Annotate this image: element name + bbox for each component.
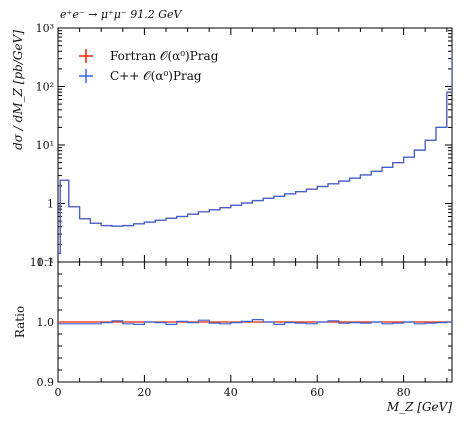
main-x-ticks [57,28,448,262]
legend-cpp-label: C++ 𝒪(α⁰)Prag [110,69,202,83]
ratio-x-tick-label: 40 [224,386,238,399]
ratio-y-tick-label: 1.0 [37,316,55,329]
ratio-y-ticks: 0.9 1.0 1.1 [37,256,452,389]
legend: Fortran 𝒪(α⁰)Prag C++ 𝒪(α⁰)Prag [79,49,219,83]
chart-title: e⁺e⁻ → μ⁺μ⁻ 91.2 GeV [60,8,183,21]
ratio-x-tick-label: 60 [310,386,324,399]
ratio-x-ticks: 0 20 40 60 80 [55,262,448,399]
ratio-x-tick-label: 20 [137,386,151,399]
main-y-tick-label: 10³ [36,22,54,35]
legend-fortran-label: Fortran 𝒪(α⁰)Prag [110,49,219,63]
x-axis-label: M_Z [GeV] [386,400,452,414]
legend-item-fortran: Fortran 𝒪(α⁰)Prag [79,49,219,63]
ratio-x-tick-label: 0 [55,386,62,399]
main-y-ticks: 10⁻¹ 1 10¹ 10² 10³ [30,22,452,269]
main-y-axis-label: dσ / dM_Z [pb/GeV] [11,30,25,150]
main-y-tick-label: 10¹ [36,139,54,152]
legend-item-cpp: C++ 𝒪(α⁰)Prag [79,69,202,83]
main-panel: 10⁻¹ 1 10¹ 10² 10³ dσ / dM_Z [pb/GeV] [11,22,453,269]
ratio-y-tick-label: 0.9 [37,376,55,389]
ratio-panel: 0.9 1.0 1.1 0 20 40 60 80 Ratio [13,256,453,399]
main-y-tick-label: 10⁻¹ [30,256,54,269]
main-y-tick-label: 1 [47,198,54,211]
ratio-y-tick-label: 1.1 [37,256,55,269]
ratio-y-axis-label: Ratio [13,306,27,338]
main-cpp-histogram [58,51,452,255]
ratio-cpp-histogram [58,319,452,325]
main-y-tick-label: 10² [36,81,54,94]
ratio-x-tick-label: 80 [397,386,411,399]
main-panel-frame [57,27,453,263]
